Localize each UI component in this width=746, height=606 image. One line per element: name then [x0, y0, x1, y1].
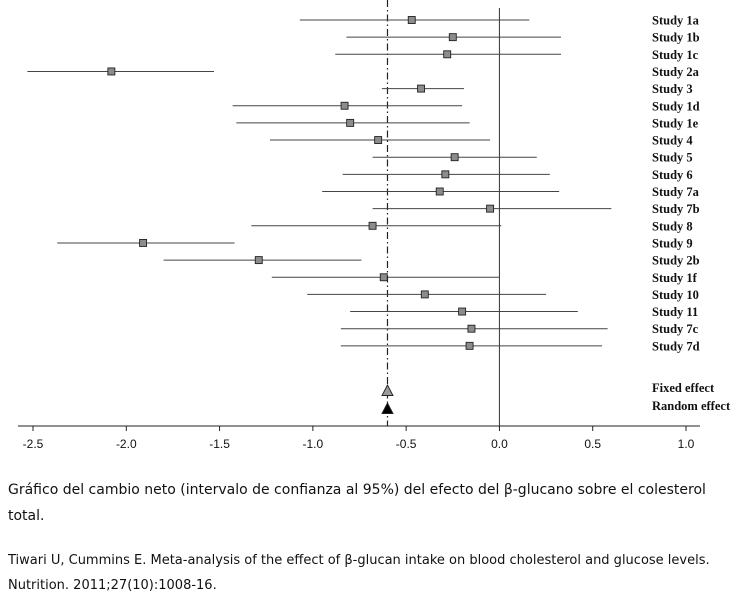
point-estimate-marker [435, 187, 444, 196]
point-estimate-marker [448, 33, 457, 42]
point-estimate-marker [417, 84, 426, 93]
point-estimate-marker [340, 101, 349, 110]
point-estimate-marker [107, 67, 116, 76]
study-label: Study 1e [652, 116, 699, 130]
study-label: Study 10 [652, 288, 699, 302]
summary-markers: Fixed effect Random effect [381, 381, 731, 414]
point-estimate-marker [346, 118, 355, 127]
study-label: Study 9 [652, 236, 693, 250]
point-estimate-marker [450, 153, 459, 162]
x-tick-label: 1.0 [678, 437, 695, 451]
study-label: Study 1c [652, 48, 699, 62]
study-label: Study 5 [652, 151, 693, 165]
study-label: Study 7a [652, 185, 700, 199]
study-label: Study 7d [652, 339, 700, 353]
point-estimate-marker [379, 273, 388, 282]
point-estimate-marker [420, 290, 429, 299]
point-estimate-marker [139, 238, 148, 247]
study-label: Study 4 [652, 134, 693, 148]
study-label: Study 3 [652, 82, 693, 96]
x-tick-label: -1.0 [303, 437, 324, 451]
point-estimate-marker [374, 136, 383, 145]
figure-citation: Tiwari U, Cummins E. Meta-analysis of th… [8, 553, 710, 593]
study-label: Study 1a [652, 14, 700, 28]
study-label: Study 8 [652, 219, 693, 233]
x-tick-label: 0.5 [584, 437, 601, 451]
point-estimate-marker [465, 341, 474, 350]
study-rows: Study 1a Study 1b Study 1c Study 2a Study 3 S… [27, 14, 700, 353]
random-effect-marker [381, 402, 394, 414]
x-axis: -2.5 -2.0 -1.5 -1.0 -0.5 0.0 0.5 1.0 [18, 425, 700, 451]
point-estimate-marker [407, 16, 416, 24]
random-effect-label: Random effect [652, 399, 731, 413]
x-tick-label: -2.5 [23, 437, 44, 451]
study-label: Study 2b [652, 254, 700, 268]
study-label: Study 1f [652, 271, 698, 285]
study-label: Study 7c [652, 322, 699, 336]
fixed-effect-marker [381, 384, 394, 396]
x-tick-label: -0.5 [396, 437, 417, 451]
point-estimate-marker [467, 324, 476, 333]
figure-caption: Gráfico del cambio neto (intervalo de co… [8, 482, 706, 524]
x-tick-label: 0.0 [491, 437, 508, 451]
x-tick-label: -2.0 [116, 437, 137, 451]
study-label: Study 1d [652, 99, 700, 113]
x-tick-label: -1.5 [209, 437, 230, 451]
point-estimate-marker [458, 307, 467, 316]
study-label: Study 6 [652, 168, 693, 182]
point-estimate-marker [254, 256, 263, 265]
study-label: Study 11 [652, 305, 698, 319]
fixed-effect-label: Fixed effect [652, 381, 715, 395]
reference-lines [386, 0, 500, 426]
point-estimate-marker [368, 221, 377, 230]
point-estimate-marker [443, 50, 452, 59]
study-label: Study 2a [652, 65, 700, 79]
study-label: Study 7b [652, 202, 700, 216]
point-estimate-marker [486, 204, 495, 213]
point-estimate-marker [441, 170, 450, 179]
forest-plot: Study 1a Study 1b Study 1c Study 2a Study 3 S… [18, 0, 731, 451]
study-label: Study 1b [652, 31, 700, 45]
